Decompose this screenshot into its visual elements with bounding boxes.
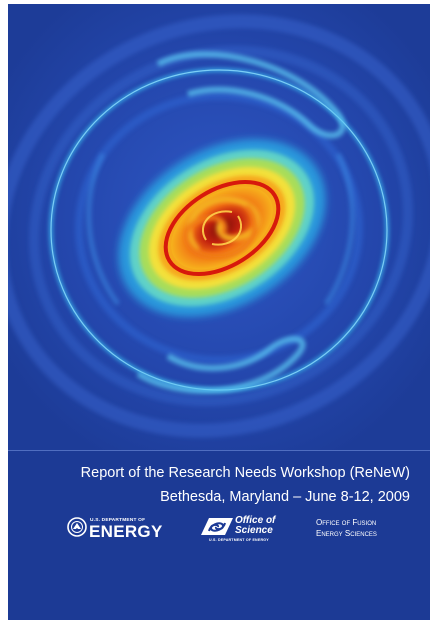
report-subtitle: Bethesda, Maryland – June 8-12, 2009 bbox=[160, 489, 410, 505]
report-title: Report of the Research Needs Workshop (R… bbox=[80, 465, 410, 481]
cover-footer: Report of the Research Needs Workshop (R… bbox=[8, 451, 430, 620]
doe-department-text: U.S. DEPARTMENT OF bbox=[90, 518, 146, 523]
ofes-line1: Office of Fusion bbox=[316, 518, 377, 527]
cover-divider bbox=[8, 450, 430, 451]
office-of-science-line1: Office of bbox=[235, 515, 276, 526]
office-of-science-line2: Science bbox=[235, 525, 273, 536]
sponsor-logos: U.S. DEPARTMENT OF ENERGY Office of Scie… bbox=[8, 451, 430, 620]
plasma-simulation-image bbox=[8, 4, 430, 450]
office-of-science-department-text: U.S. DEPARTMENT OF ENERGY bbox=[209, 538, 269, 542]
doe-energy-text: ENERGY bbox=[89, 522, 163, 541]
ofes-line2: Energy Sciences bbox=[316, 529, 377, 538]
report-cover: Report of the Research Needs Workshop (R… bbox=[8, 4, 430, 620]
doe-seal-icon bbox=[67, 517, 87, 537]
office-of-science-emblem-icon bbox=[201, 518, 233, 535]
